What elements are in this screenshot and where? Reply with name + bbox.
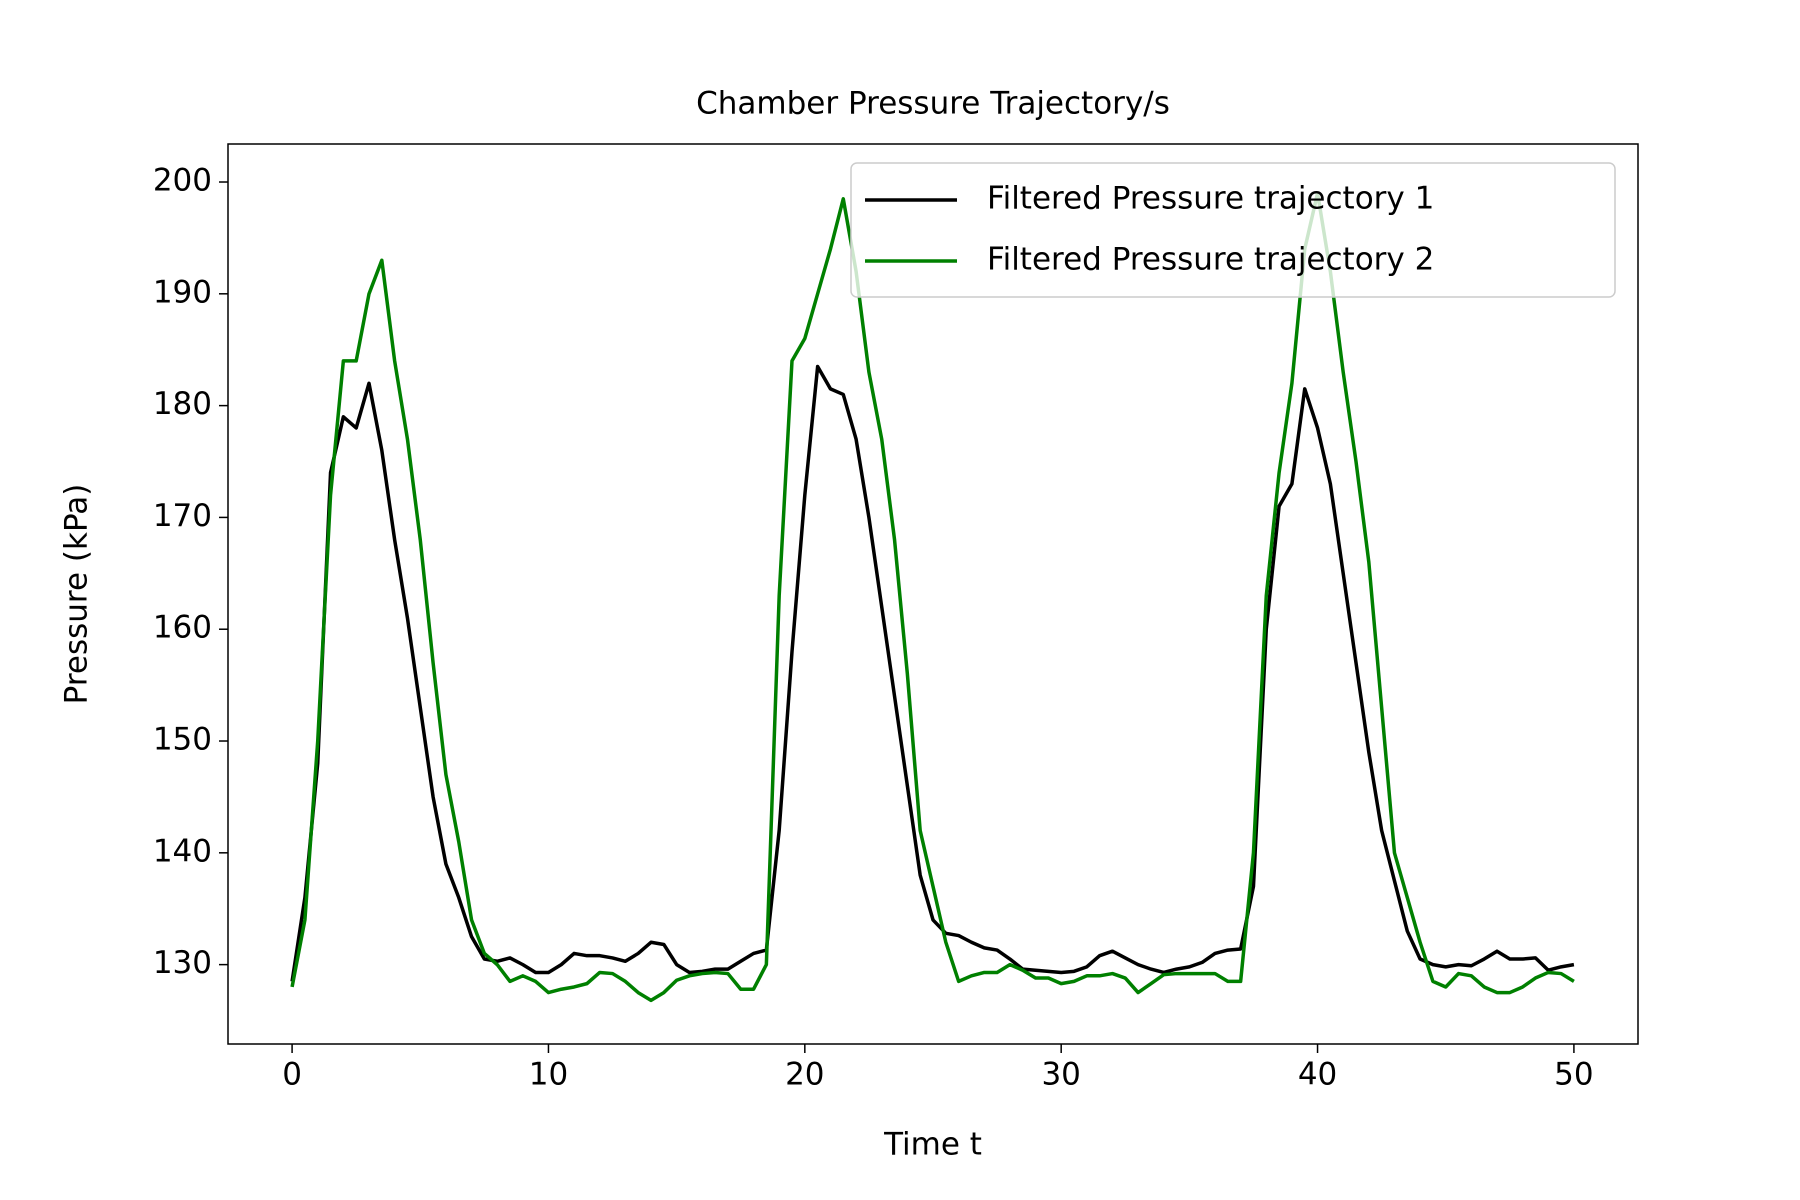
x-tick-label: 30 [1041, 1057, 1080, 1093]
y-tick-label: 200 [153, 163, 212, 199]
legend-label: Filtered Pressure trajectory 2 [987, 242, 1434, 278]
plot-frame [227, 143, 1639, 1045]
data-line [290, 191, 1575, 1003]
legend-box [850, 162, 1616, 298]
y-tick-label: 180 [153, 386, 212, 422]
legend-label: Filtered Pressure trajectory 1 [987, 181, 1434, 217]
y-tick-label: 190 [153, 274, 212, 310]
y-tick-label: 150 [153, 722, 212, 758]
x-axis-label: Time t [883, 1127, 982, 1163]
y-tick-label: 170 [153, 498, 212, 534]
y-tick-label: 160 [153, 610, 212, 646]
y-tick-label: 140 [153, 833, 212, 869]
x-tick-label: 20 [785, 1057, 824, 1093]
y-tick-label: 130 [153, 945, 212, 981]
chart-title: Chamber Pressure Trajectory/s [696, 86, 1170, 122]
data-line [290, 364, 1575, 982]
x-tick-label: 40 [1298, 1057, 1337, 1093]
x-tick-label: 0 [282, 1057, 302, 1093]
y-axis-label: Pressure (kPa) [59, 484, 95, 705]
x-tick-label: 50 [1554, 1057, 1593, 1093]
x-tick-label: 10 [529, 1057, 568, 1093]
